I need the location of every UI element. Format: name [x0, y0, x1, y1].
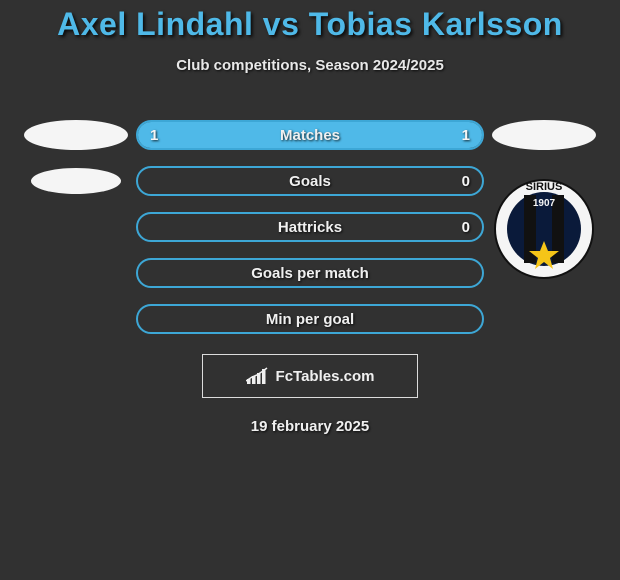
- stat-row: 1 Matches 1: [0, 112, 620, 158]
- stat-label: Goals per match: [251, 265, 369, 282]
- stat-right-value: 0: [452, 219, 470, 236]
- subtitle: Club competitions, Season 2024/2025: [0, 57, 620, 74]
- stat-label: Min per goal: [266, 311, 354, 328]
- stat-row: Hattricks 0: [0, 204, 620, 250]
- stat-right-value: 0: [452, 173, 470, 190]
- stat-label: Goals: [289, 173, 331, 190]
- stat-row: Goals 0 SIRIUS 1907: [0, 158, 620, 204]
- brand-name: FcTables.com: [276, 368, 375, 385]
- stat-left-value: 1: [150, 127, 168, 144]
- stat-bar-matches: 1 Matches 1: [136, 120, 484, 150]
- stat-row: Min per goal: [0, 296, 620, 342]
- stat-bar-mpg: Min per goal: [136, 304, 484, 334]
- left-player-badge: [24, 120, 128, 150]
- bar-chart-icon: [246, 367, 270, 385]
- page-title: Axel Lindahl vs Tobias Karlsson: [0, 6, 620, 43]
- left-club-badge: [31, 168, 121, 194]
- brand-box[interactable]: FcTables.com: [202, 354, 418, 398]
- club-name: SIRIUS: [526, 181, 563, 193]
- stat-label: Hattricks: [278, 219, 342, 236]
- date-line: 19 february 2025: [0, 418, 620, 435]
- stat-bar-gpm: Goals per match: [136, 258, 484, 288]
- right-player-badge: [492, 120, 596, 150]
- stat-label: Matches: [280, 127, 340, 144]
- stat-bar-goals: Goals 0: [136, 166, 484, 196]
- stat-bar-hattricks: Hattricks 0: [136, 212, 484, 242]
- stat-row: Goals per match: [0, 250, 620, 296]
- stat-right-value: 1: [452, 127, 470, 144]
